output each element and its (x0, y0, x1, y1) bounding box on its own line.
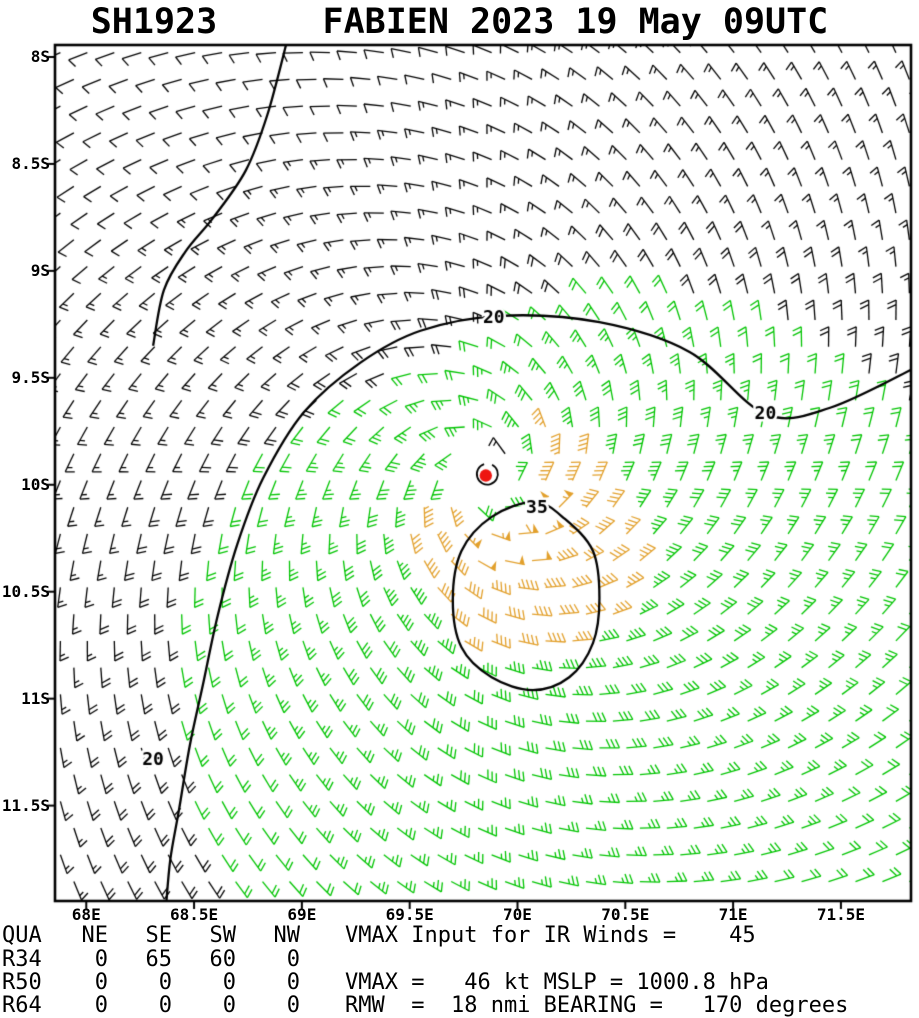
x-tick-label: 71.5E (816, 905, 865, 924)
row-label: R50 (2, 970, 42, 995)
r64-sw: 0 (222, 993, 236, 1018)
r64-ne: 0 (94, 993, 108, 1018)
x-tick-label: 70.5E (601, 905, 650, 924)
x-tick-label: 68E (71, 905, 101, 924)
col-header-sw: SW (209, 923, 237, 948)
r34-sw: 60 (209, 947, 237, 972)
y-tick-label: 10S (21, 474, 50, 494)
quadrant-header-row: QUA NE SE SW NW VMAX Input for IR Winds … (0, 923, 919, 948)
col-header-se: SE (145, 923, 173, 948)
x-tick-label: 71E (718, 905, 748, 924)
y-tick-label: 9.5S (11, 367, 50, 387)
y-tick-label: 11S (21, 688, 50, 708)
y-tick-label: 9S (30, 260, 50, 280)
rmw-bearing-note: RMW = 18 nmi BEARING = 170 degrees (345, 993, 849, 1018)
r34-se: 65 (145, 947, 173, 972)
col-header-ne: NE (81, 923, 109, 948)
vmax-mslp-note: VMAX = 46 kt MSLP = 1000.8 hPa (345, 970, 769, 995)
r50-sw: 0 (222, 970, 236, 995)
r34-nw: 0 (286, 947, 300, 972)
r50-nw: 0 (286, 970, 300, 995)
y-tick-label: 8S (30, 46, 50, 66)
row-label: R34 (2, 947, 42, 972)
y-tick-label: 11.5S (1, 795, 50, 815)
r50-ne: 0 (94, 970, 108, 995)
x-tick-label: 69.5E (385, 905, 434, 924)
r50-se: 0 (158, 970, 172, 995)
y-tick-label: 10.5S (1, 581, 50, 601)
x-tick-label: 68.5E (169, 905, 219, 924)
x-tick-label: 70E (503, 905, 532, 924)
vmax-input-note: VMAX Input for IR Winds = 45 (345, 923, 756, 948)
r50-row: R50 0 0 0 0 VMAX = 46 kt MSLP = 1000.8 h… (0, 970, 919, 995)
r34-ne: 0 (94, 947, 108, 972)
col-header-nw: NW (273, 923, 301, 948)
y-tick-label: 8.5S (11, 153, 50, 173)
r64-row: R64 0 0 0 0 RMW = 18 nmi BEARING = 170 d… (0, 993, 919, 1018)
row-label: R64 (2, 993, 42, 1018)
x-tick-label: 69E (287, 905, 317, 924)
row-label: QUA (2, 923, 42, 948)
r64-nw: 0 (286, 993, 300, 1018)
r34-row: R34 0 65 60 0 (0, 947, 919, 972)
r64-se: 0 (158, 993, 172, 1018)
